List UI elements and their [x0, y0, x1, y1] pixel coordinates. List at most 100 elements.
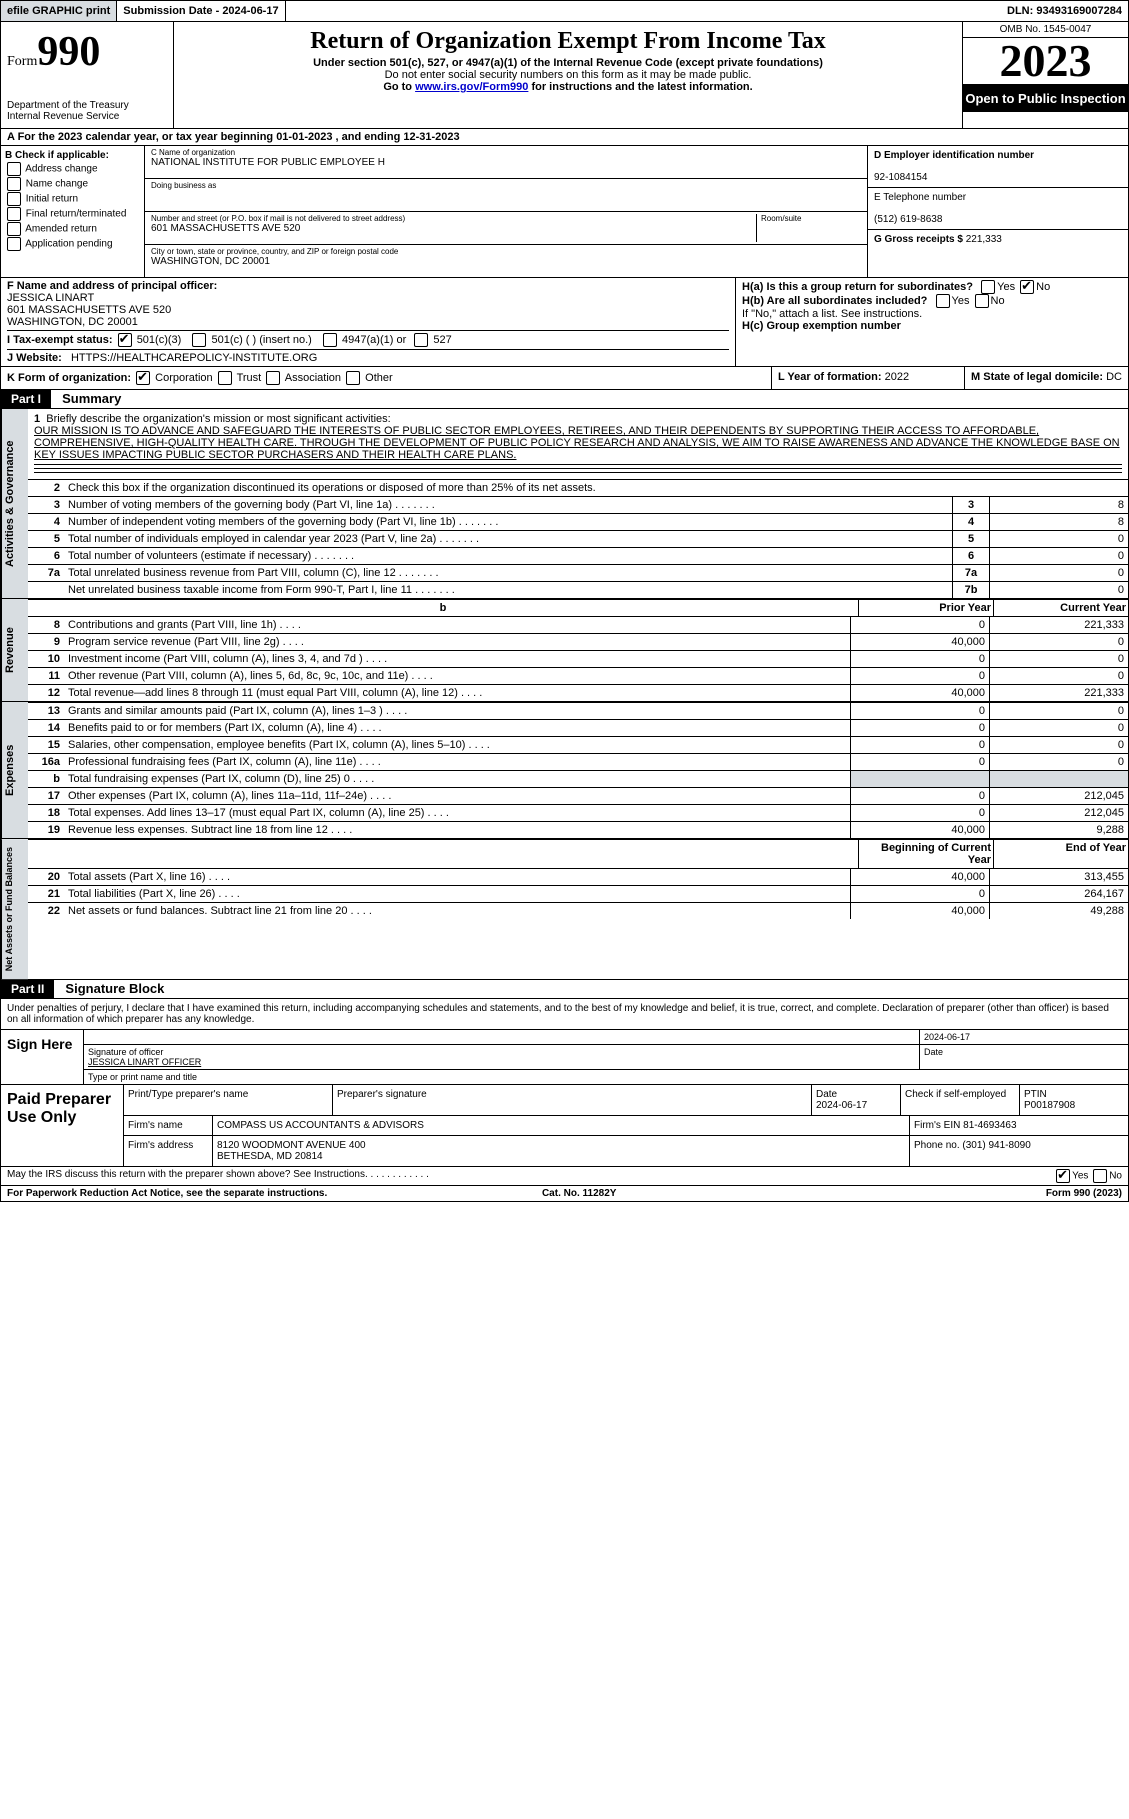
section-fgh: F Name and address of principal officer:…	[0, 278, 1129, 367]
table-row: 8Contributions and grants (Part VIII, li…	[28, 616, 1128, 633]
i-label: I Tax-exempt status:	[7, 334, 113, 346]
k-other[interactable]	[346, 371, 360, 385]
firm-phone: Phone no. (301) 941-8090	[910, 1136, 1128, 1166]
hdr-prior: Prior Year	[858, 600, 993, 616]
ha-no[interactable]	[1020, 280, 1034, 294]
officer-name: JESSICA LINART	[7, 292, 94, 304]
table-row: 9Program service revenue (Part VIII, lin…	[28, 633, 1128, 650]
subtitle-2: Do not enter social security numbers on …	[182, 69, 954, 81]
table-row: 22Net assets or fund balances. Subtract …	[28, 902, 1128, 919]
topbar: efile GRAPHIC print Submission Date - 20…	[0, 0, 1129, 22]
table-row: 15Salaries, other compensation, employee…	[28, 736, 1128, 753]
paperwork-notice: For Paperwork Reduction Act Notice, see …	[7, 1188, 327, 1199]
sign-here-label: Sign Here	[1, 1030, 84, 1084]
b-label: B Check if applicable:	[5, 150, 109, 161]
sign-here: Sign Here 2024-06-17 Signature of office…	[0, 1030, 1129, 1085]
officer-addr1: 601 MASSACHUSETTS AVE 520	[7, 304, 171, 316]
b-opt-pending[interactable]: Application pending	[5, 237, 140, 251]
k-assoc[interactable]	[266, 371, 280, 385]
part1-wrap: Part I Summary	[0, 390, 1129, 409]
discuss-row: May the IRS discuss this return with the…	[0, 1167, 1129, 1186]
table-row: 11Other revenue (Part VIII, column (A), …	[28, 667, 1128, 684]
prep-sig-label: Preparer's signature	[333, 1085, 812, 1115]
table-row: 17Other expenses (Part IX, column (A), l…	[28, 787, 1128, 804]
b-opt-address[interactable]: Address change	[5, 162, 140, 176]
type-name-label: Type or print name and title	[84, 1070, 201, 1084]
discuss-label: May the IRS discuss this return with the…	[7, 1169, 368, 1180]
b-opt-final[interactable]: Final return/terminated	[5, 207, 140, 221]
dln: DLN: 93493169007284	[1001, 1, 1128, 21]
chk-501c[interactable]	[192, 333, 206, 347]
part2-wrap: Part II Signature Block	[0, 980, 1129, 999]
ein-label: D Employer identification number	[874, 150, 1034, 161]
table-row: 7aTotal unrelated business revenue from …	[28, 564, 1128, 581]
table-row: 5Total number of individuals employed in…	[28, 530, 1128, 547]
efile-label: efile GRAPHIC print	[1, 1, 117, 21]
room-label: Room/suite	[761, 214, 861, 223]
row-a-period: A For the 2023 calendar year, or tax yea…	[0, 129, 1129, 146]
b-opt-initial[interactable]: Initial return	[5, 192, 140, 206]
firm-addr1: 8120 WOODMONT AVENUE 400	[217, 1140, 366, 1151]
hdr-beg: Beginning of Current Year	[858, 840, 993, 868]
form-title: Return of Organization Exempt From Incom…	[182, 28, 954, 55]
part2-label: Part II	[1, 980, 54, 998]
table-row: Net unrelated business taxable income fr…	[28, 581, 1128, 598]
irs-label: Internal Revenue Service	[7, 111, 167, 122]
hdr-curr: Current Year	[993, 600, 1128, 616]
table-row: 20Total assets (Part X, line 16) . . . .…	[28, 868, 1128, 885]
goto-pre: Go to	[383, 81, 415, 93]
officer-addr2: WASHINGTON, DC 20001	[7, 316, 138, 328]
tab-expenses: Expenses	[1, 702, 28, 838]
discuss-yes[interactable]	[1056, 1169, 1070, 1183]
l-value: 2022	[885, 371, 909, 383]
c-name-label: C Name of organization	[151, 148, 861, 157]
hb-no[interactable]	[975, 294, 989, 308]
firm-name-label: Firm's name	[124, 1116, 213, 1135]
table-row: 6Total number of volunteers (estimate if…	[28, 547, 1128, 564]
summary-net: Net Assets or Fund Balances Beginning of…	[0, 839, 1129, 980]
ha-yes[interactable]	[981, 280, 995, 294]
table-row: 12Total revenue—add lines 8 through 11 (…	[28, 684, 1128, 701]
declare-text: Under penalties of perjury, I declare th…	[1, 999, 1128, 1029]
k-corp[interactable]	[136, 371, 150, 385]
header-mid: Return of Organization Exempt From Incom…	[174, 22, 962, 128]
submission-date: Submission Date - 2024-06-17	[117, 1, 285, 21]
city-value: WASHINGTON, DC 20001	[151, 256, 861, 267]
section-c: C Name of organization NATIONAL INSTITUT…	[145, 146, 867, 277]
open-inspection: Open to Public Inspection	[963, 85, 1128, 112]
hdr-end: End of Year	[993, 840, 1128, 868]
table-row: 19Revenue less expenses. Subtract line 1…	[28, 821, 1128, 838]
j-label: J Website:	[7, 352, 62, 364]
ptin-value: P00187908	[1024, 1100, 1075, 1111]
website-url: HTTPS://HEALTHCAREPOLICY-INSTITUTE.ORG	[71, 352, 317, 364]
tel-value: (512) 619-8638	[874, 214, 942, 225]
part2-title: Signature Block	[57, 979, 172, 999]
sig-officer-name: JESSICA LINART OFFICER	[88, 1057, 201, 1067]
f-label: F Name and address of principal officer:	[7, 280, 217, 292]
table-row: 13Grants and similar amounts paid (Part …	[28, 702, 1128, 719]
chk-501c3[interactable]	[118, 333, 132, 347]
mission-text: OUR MISSION IS TO ADVANCE AND SAFEGUARD …	[34, 425, 1120, 461]
k-trust[interactable]	[218, 371, 232, 385]
chk-4947[interactable]	[323, 333, 337, 347]
discuss-no[interactable]	[1093, 1169, 1107, 1183]
part1-label: Part I	[1, 390, 51, 408]
table-row: 3Number of voting members of the governi…	[28, 496, 1128, 513]
chk-527[interactable]	[414, 333, 428, 347]
street-value: 601 MASSACHUSETTS AVE 520	[151, 223, 756, 234]
b-opt-name[interactable]: Name change	[5, 177, 140, 191]
table-row: 18Total expenses. Add lines 13–17 (must …	[28, 804, 1128, 821]
sig-officer-label: Signature of officer	[88, 1047, 163, 1057]
street-label: Number and street (or P.O. box if mail i…	[151, 214, 756, 223]
prep-self-label: Check if self-employed	[905, 1089, 1006, 1100]
b-opt-amended[interactable]: Amended return	[5, 222, 140, 236]
tax-year: 2023	[963, 38, 1128, 85]
form-label: Form	[7, 54, 37, 69]
section-d: D Employer identification number 92-1084…	[867, 146, 1128, 277]
hb-yes[interactable]	[936, 294, 950, 308]
prep-date-label: Date	[816, 1089, 837, 1100]
form-page: Form 990 (2023)	[1046, 1188, 1122, 1199]
form990-link[interactable]: www.irs.gov/Form990	[415, 81, 528, 93]
part1-title: Summary	[54, 389, 129, 409]
section-klm: K Form of organization: Corporation Trus…	[0, 367, 1129, 390]
